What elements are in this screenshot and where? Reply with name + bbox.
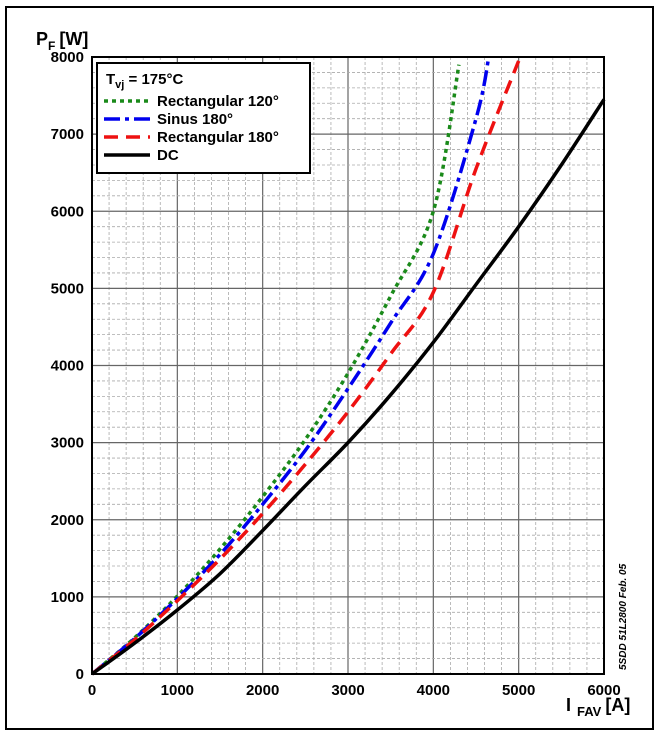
x-tick-label: 3000 [331, 682, 364, 699]
x-tick-label: 6000 [587, 682, 620, 699]
y-tick-label: 1000 [51, 589, 84, 606]
y-axis-label: PF [W] [36, 29, 88, 53]
legend-title-rest: = 175°C [124, 71, 183, 88]
y-tick-label: 4000 [51, 358, 84, 375]
x-axis-label: I FAV [A] [566, 695, 630, 719]
y-tick-label: 7000 [51, 126, 84, 143]
x-tick-label: 5000 [502, 682, 535, 699]
legend: Tvj = 175°C Rectangular 120°Sinus 180°Re… [96, 62, 311, 174]
legend-title-main: T [106, 71, 115, 88]
x-axis-label-unit: [A] [605, 695, 630, 715]
x-axis-label-sub: FAV [577, 704, 602, 719]
legend-label-1: Sinus 180° [157, 111, 233, 128]
series-line-0 [90, 64, 461, 676]
curves [90, 56, 606, 676]
series-line-2 [90, 60, 521, 676]
chart-frame [5, 6, 654, 730]
legend-label-0: Rectangular 120° [157, 93, 279, 110]
y-tick-label: 0 [76, 666, 84, 683]
y-tick-label: 6000 [51, 203, 84, 220]
x-tick-label: 0 [88, 682, 96, 699]
side-note: 5SDD 51L2800 Feb. 05 [618, 563, 629, 670]
y-tick-label: 5000 [51, 280, 84, 297]
legend-label-2: Rectangular 180° [157, 129, 279, 146]
legend-title-sub: vj [115, 79, 124, 91]
series-line-3 [90, 98, 606, 676]
y-tick-label: 3000 [51, 435, 84, 452]
y-axis-label-main: P [36, 29, 48, 49]
plot-border [91, 56, 605, 675]
x-axis-label-main: I [566, 695, 571, 715]
y-axis-label-unit: [W] [59, 29, 88, 49]
y-tick-label: 8000 [51, 49, 84, 66]
y-tick-label: 2000 [51, 512, 84, 529]
x-tick-label: 2000 [246, 682, 279, 699]
x-tick-label: 4000 [417, 682, 450, 699]
x-tick-label: 1000 [161, 682, 194, 699]
tick-labels: 0 1000 2000 3000 4000 5000 6000 0 1000 2000 3000 40… [51, 49, 621, 699]
legend-label-3: DC [157, 147, 179, 164]
y-axis-label-sub: F [48, 39, 55, 53]
legend-title: Tvj = 175°C [106, 71, 183, 91]
